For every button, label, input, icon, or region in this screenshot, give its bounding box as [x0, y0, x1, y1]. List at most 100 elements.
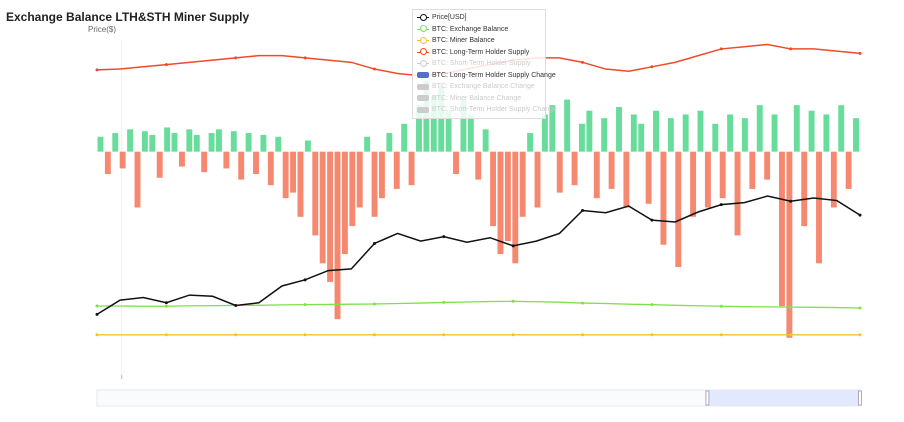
lth-change-bar [297, 151, 304, 217]
lth-change-bar [216, 129, 222, 152]
lth-change-bar [556, 151, 563, 193]
lth-change-bar [104, 151, 111, 174]
lth-supply-line-point [164, 63, 168, 67]
lth-change-bar [467, 114, 474, 152]
lth-change-bar [275, 136, 282, 152]
lth-change-bar [334, 151, 341, 320]
datazoom-handle-end[interactable] [858, 390, 862, 406]
lth-change-bar [816, 151, 822, 264]
legend-item-price[interactable]: Price[USD] [413, 12, 545, 24]
price-line-point [511, 244, 515, 248]
lth-change-bar [756, 105, 763, 152]
lth-change-bar [223, 151, 230, 169]
legend-label: BTC: Short-Term Holder Supply [432, 60, 531, 68]
lth-change-bar [304, 140, 311, 152]
exchange-balance-line-point [581, 301, 585, 305]
lth-supply-line-point [581, 60, 585, 64]
legend-item-exchange-balance[interactable]: BTC: Exchange Balance [413, 24, 545, 36]
price-line-point [581, 208, 585, 212]
lth-change-bar [490, 151, 497, 227]
legend-item-exchange-balance-change[interactable]: BTC: Exchange Balance Change [413, 81, 545, 93]
lth-change-bar [112, 133, 119, 152]
lth-change-bar [579, 123, 585, 152]
legend-item-sth-supply-change[interactable]: BTC: Short-Term Holder Supply Change [413, 104, 557, 116]
datazoom-window[interactable] [707, 390, 860, 406]
legend-label: BTC: Exchange Balance Change [432, 83, 535, 91]
legend-item-sth-supply[interactable]: BTC: Short-Term Holder Supply [413, 58, 545, 70]
lth-change-bar [386, 133, 393, 152]
lth-change-bar [156, 151, 163, 178]
bar-swatch-icon [417, 83, 429, 90]
lth-change-bar [378, 151, 385, 199]
lth-change-bar [704, 151, 711, 208]
lth-change-bar [660, 151, 667, 245]
lth-change-bar [512, 151, 519, 264]
lth-change-bar [186, 129, 193, 152]
lth-change-bar [771, 114, 778, 152]
exchange-balance-line-point [303, 303, 307, 307]
lth-change-bar [616, 107, 622, 152]
lth-change-bar [438, 86, 445, 152]
legend-label: BTC: Long-Term Holder Supply [432, 48, 530, 56]
lth-change-bar [623, 151, 630, 208]
lth-change-bar [97, 136, 104, 152]
lth-change-bar [504, 151, 511, 241]
lth-change-bar [734, 151, 741, 236]
miner-balance-line-point [581, 333, 585, 337]
price-line-point [650, 218, 654, 222]
lth-change-bar [801, 151, 808, 227]
legend-item-miner-balance[interactable]: BTC: Miner Balance [413, 35, 545, 47]
exchange-balance-line-point [442, 300, 446, 304]
miner-balance-line-point [442, 333, 446, 337]
lth-change-bar [586, 110, 593, 152]
bar-swatch-icon [417, 72, 429, 79]
lth-supply-line-point [303, 56, 307, 60]
y-axis-label: Price($) [88, 25, 117, 34]
miner-balance-line-point [303, 333, 307, 337]
lth-change-bar [608, 151, 615, 189]
lth-change-bar [475, 151, 482, 180]
lth-change-bar [638, 123, 645, 152]
datazoom-handle-start[interactable] [705, 390, 710, 406]
chart-title: Exchange Balance LTH&STH Miner Supply [6, 10, 250, 24]
miner-balance-line-point [234, 333, 238, 337]
line-marker-icon [417, 13, 429, 21]
lth-change-bar [445, 110, 452, 152]
lth-change-bar [541, 114, 548, 152]
lth-change-bar [667, 118, 674, 152]
lth-change-bar [349, 151, 356, 227]
line-marker-icon [417, 59, 429, 67]
lth-supply-line-point [95, 68, 99, 72]
lth-change-bar [178, 151, 185, 167]
exchange-balance-line-point [650, 303, 654, 307]
lth-change-bar [164, 127, 171, 152]
lth-change-bar [690, 151, 697, 217]
lth-change-bar [482, 129, 489, 152]
lth-supply-line-point [858, 51, 862, 55]
lth-change-bar [245, 133, 252, 152]
exchange-balance-line-point [372, 302, 376, 306]
legend-item-lth-supply-change[interactable]: BTC: Long-Term Holder Supply Change [413, 70, 556, 82]
lth-change-bar [727, 114, 734, 152]
lth-change-bar [260, 134, 267, 152]
price-line [96, 195, 861, 316]
exchange-balance-line [97, 300, 861, 309]
lth-change-bar [193, 134, 200, 152]
lth-change-bar [601, 118, 608, 152]
lth-change-bar [793, 105, 800, 152]
miner-balance-line-point [719, 333, 723, 337]
legend-item-miner-balance-change[interactable]: BTC: Miner Balance Change [413, 93, 545, 105]
bar-swatch-icon [417, 106, 429, 113]
lth-change-bar [497, 151, 504, 255]
lth-change-bar [571, 151, 578, 186]
lth-change-bar [853, 118, 859, 152]
lth-supply-line-point [650, 65, 654, 69]
legend-item-lth-supply[interactable]: BTC: Long-Term Holder Supply [413, 47, 545, 59]
lth-change-bar [838, 105, 845, 152]
exchange-balance-line-point [95, 304, 99, 308]
lth-change-bar [127, 129, 134, 152]
exchange-balance-line-point [719, 304, 723, 308]
price-line-point [303, 278, 307, 282]
bar-series [97, 80, 859, 338]
price-line-point [372, 241, 376, 245]
